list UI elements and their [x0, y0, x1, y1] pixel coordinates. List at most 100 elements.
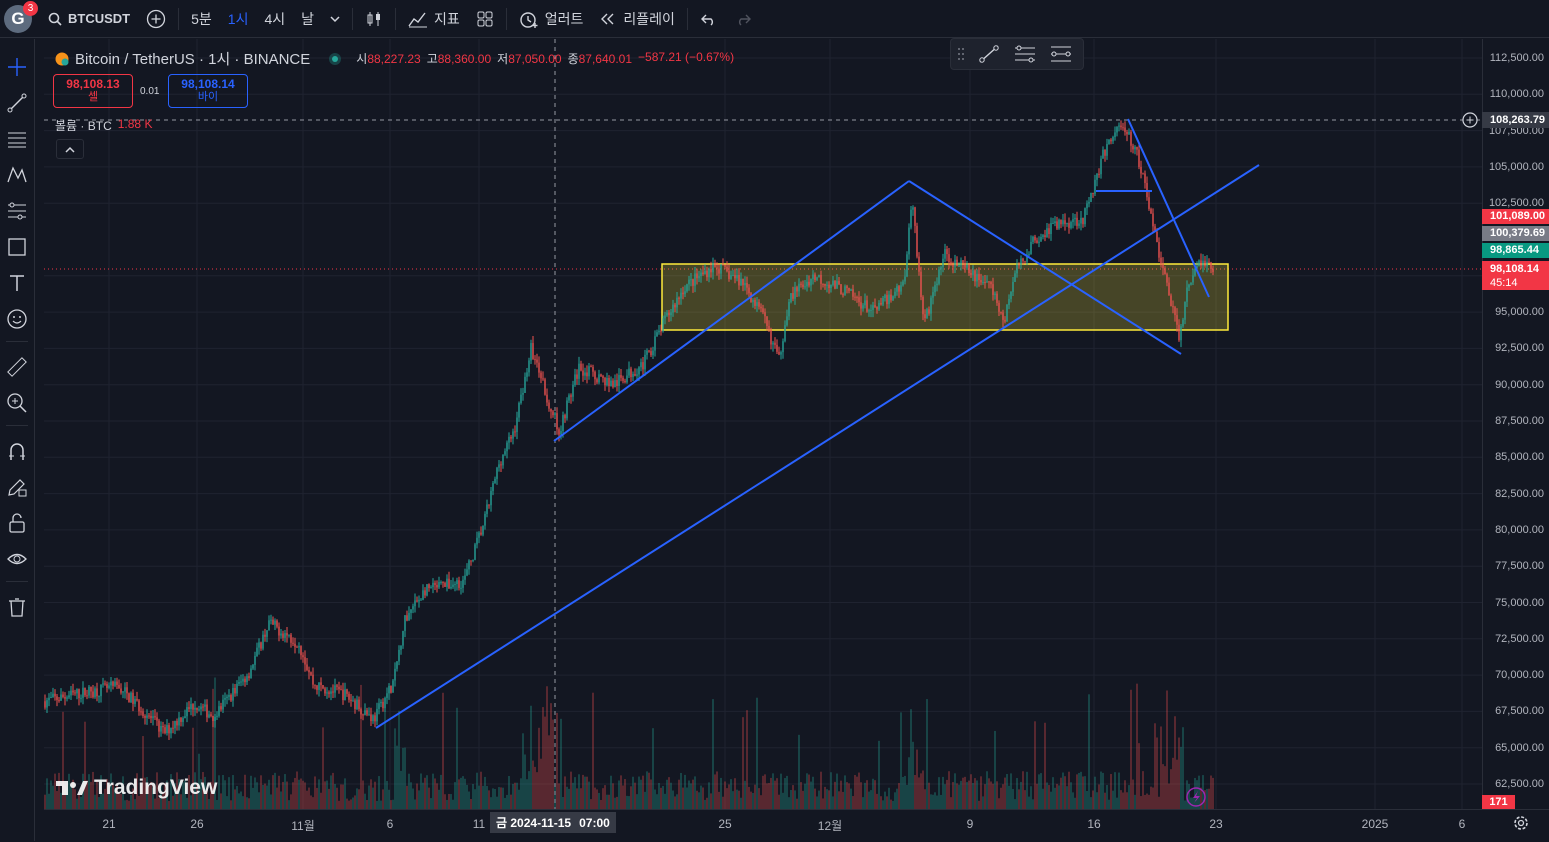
volume-bar: [246, 797, 248, 809]
candle-body: [998, 302, 1000, 312]
volume-bar: [342, 784, 344, 809]
candle-body: [708, 269, 710, 278]
zoom-tool[interactable]: [3, 389, 31, 417]
interval-4h[interactable]: 4시: [264, 10, 286, 27]
alert-button[interactable]: 얼러트: [511, 0, 592, 38]
interval-1d[interactable]: 날: [301, 10, 315, 27]
volume-bar: [466, 784, 468, 809]
trend-line-icon[interactable]: [977, 43, 1001, 65]
candle-body: [440, 581, 442, 583]
replay-button[interactable]: 리플레이: [591, 0, 683, 38]
volume-bar: [1066, 786, 1068, 809]
candle-body: [854, 296, 856, 298]
candle-body: [420, 599, 422, 601]
candle-body: [428, 584, 430, 589]
candle-body: [670, 312, 672, 316]
volume-bar: [834, 781, 836, 809]
remove-drawings-tool[interactable]: [3, 593, 31, 621]
chart-settings-button[interactable]: [1512, 814, 1530, 835]
volume-bar: [352, 797, 354, 809]
range-box-drawing[interactable]: [661, 263, 1229, 331]
volume-bar: [576, 788, 578, 809]
chart-type-button[interactable]: [357, 0, 391, 38]
price-axis[interactable]: 112,500.00 110,000.00 107,500.00 105,000.00…: [1482, 39, 1549, 809]
volume-bar: [788, 797, 790, 809]
drag-handle-icon[interactable]: [957, 46, 965, 62]
volume-bar: [790, 790, 792, 809]
sell-button[interactable]: 98,108.13 셀: [53, 74, 133, 108]
candle-body: [148, 715, 150, 717]
stay-in-drawing-tool[interactable]: [3, 473, 31, 501]
candle-body: [776, 344, 778, 352]
lock-drawings-tool[interactable]: [3, 509, 31, 537]
price-tick-label: 65,000.00: [1495, 741, 1544, 754]
candle-body: [820, 275, 822, 284]
volume-bar: [1210, 775, 1212, 809]
trend-line-top[interactable]: [1127, 118, 1210, 298]
forecast-tool[interactable]: [3, 197, 31, 225]
redo-button[interactable]: [726, 0, 760, 38]
add-alert-button[interactable]: [1462, 112, 1478, 131]
buy-button[interactable]: 98,108.14 바이: [168, 74, 248, 108]
countdown-timer: 45:14: [1490, 277, 1518, 289]
candle-body: [624, 380, 626, 383]
candle-body: [740, 278, 742, 286]
candle-body: [226, 696, 228, 698]
fib-tool[interactable]: [3, 125, 31, 153]
emoji-tool[interactable]: [3, 305, 31, 333]
collapse-legend-button[interactable]: [56, 139, 84, 159]
pattern-tool[interactable]: [3, 161, 31, 189]
parallel-channel-icon[interactable]: [1049, 43, 1073, 65]
candle-body: [1078, 223, 1080, 226]
trend-lines[interactable]: [375, 118, 1260, 729]
trend-line-down[interactable]: [908, 180, 1182, 355]
price-chart[interactable]: [44, 39, 1482, 809]
volume-bar: [516, 782, 518, 809]
interval-dropdown[interactable]: [322, 0, 348, 38]
indicators-button[interactable]: 지표: [400, 0, 468, 38]
trend-line-support[interactable]: [375, 164, 1260, 729]
candle-body: [564, 415, 566, 419]
volume-bar: [166, 780, 168, 809]
volume-bar: [606, 794, 608, 809]
volume-bar: [618, 780, 620, 809]
volume-bar: [1020, 781, 1022, 809]
replay-indicator[interactable]: [1186, 787, 1206, 807]
candle-body: [1028, 254, 1030, 256]
compare-symbol-button[interactable]: [138, 0, 174, 38]
volume-bar: [518, 789, 520, 809]
candle-body: [56, 696, 58, 701]
crosshair-tool[interactable]: [3, 53, 31, 81]
candle-body: [832, 280, 834, 285]
candle-body: [436, 584, 438, 588]
interval-1h[interactable]: 1시: [227, 10, 249, 27]
volume-bar: [1116, 797, 1118, 809]
symbol-title[interactable]: Bitcoin / TetherUS · 1시 · BINANCE: [75, 51, 311, 68]
text-tool[interactable]: [3, 269, 31, 297]
candle-body: [126, 687, 128, 694]
candle-body: [266, 630, 268, 637]
candle-body: [406, 615, 408, 621]
volume-bar: [306, 790, 308, 809]
trend-line-tool[interactable]: [3, 89, 31, 117]
undo-button[interactable]: [692, 0, 726, 38]
price-tick-label: 75,000.00: [1495, 596, 1544, 609]
layouts-button[interactable]: [468, 0, 502, 38]
volume-bar: [214, 677, 216, 809]
symbol-search-button[interactable]: BTCUSDT: [40, 0, 138, 38]
volume-bar: [326, 780, 328, 809]
volume-bar: [862, 797, 864, 809]
price-tick-label: 70,000.00: [1495, 669, 1544, 682]
measure-tool[interactable]: [3, 353, 31, 381]
candle-body: [338, 686, 340, 690]
time-axis[interactable]: 21 26 11월 6 11 25 12월 9 16 23 2025 6: [44, 809, 1549, 842]
hide-drawings-tool[interactable]: [3, 545, 31, 573]
candle-body: [398, 649, 400, 662]
magnet-tool[interactable]: [3, 437, 31, 465]
trend-line-channel-lower[interactable]: [553, 180, 910, 442]
fib-levels-icon[interactable]: [1013, 43, 1037, 65]
shape-tool[interactable]: [3, 233, 31, 261]
volume-bar: [898, 783, 900, 809]
user-avatar[interactable]: G 3: [4, 0, 38, 33]
interval-5m[interactable]: 5분: [191, 10, 212, 27]
